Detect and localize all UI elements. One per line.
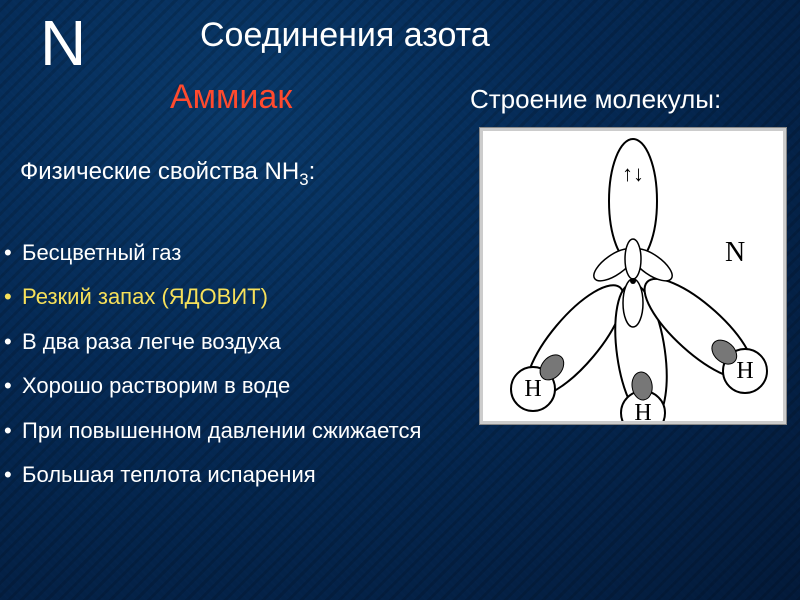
svg-text:↑↓: ↑↓ <box>622 161 644 186</box>
title-sub: Аммиак <box>170 78 292 117</box>
molecule-structure-label: Строение молекулы: <box>470 84 721 115</box>
bullet-item: Резкий запах (ЯДОВИТ) <box>0 284 560 310</box>
bullet-item: В два раза легче воздуха <box>0 329 560 355</box>
svg-text:N: N <box>725 237 745 268</box>
properties-title: Физические свойства NH3: <box>20 158 315 190</box>
molecule-diagram: ↑↓ H H H N <box>480 128 786 424</box>
element-symbol: N <box>40 6 86 80</box>
properties-title-suffix: : <box>309 158 316 185</box>
bullet-item: Бесцветный газ <box>0 240 560 266</box>
title-main: Соединения азота <box>200 16 490 55</box>
svg-text:H: H <box>524 376 541 402</box>
svg-text:H: H <box>634 400 651 421</box>
bullet-item: Хорошо растворим в воде <box>0 373 560 399</box>
bullet-item: При повышенном давлении сжижается <box>0 418 560 444</box>
properties-title-prefix: Физические свойства NH <box>20 158 299 185</box>
svg-text:H: H <box>736 358 753 384</box>
bullet-item: Большая теплота испарения <box>0 462 560 488</box>
slide-root: N Соединения азота Аммиак Строение молек… <box>0 0 800 600</box>
properties-title-subscript: 3 <box>299 170 308 189</box>
bullet-list: Бесцветный газ Резкий запах (ЯДОВИТ) В два… <box>0 240 560 506</box>
